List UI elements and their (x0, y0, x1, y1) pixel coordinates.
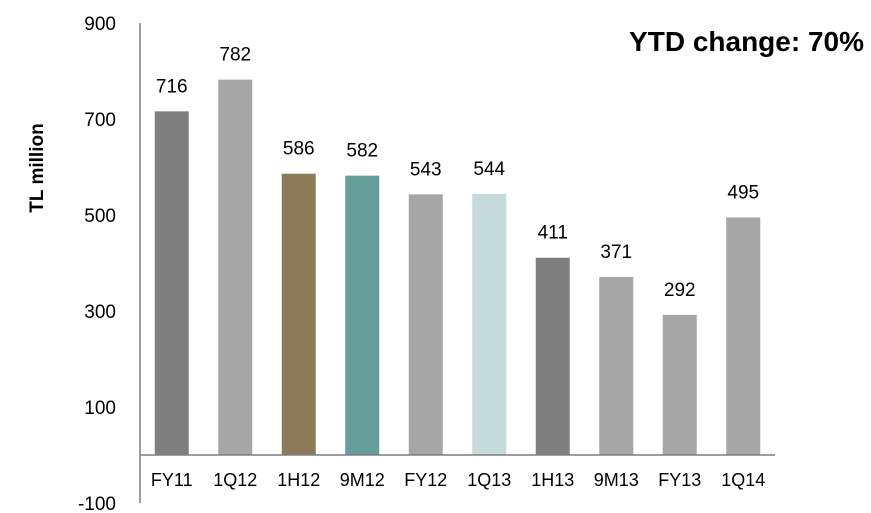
bar-fy12 (408, 194, 443, 456)
bar-1h13 (535, 257, 570, 455)
data-label: 782 (219, 45, 251, 66)
category-label: FY13 (658, 470, 701, 490)
category-label: 1Q14 (721, 470, 765, 490)
y-tick-label: 100 (84, 398, 116, 419)
y-axis-label: TL million (27, 123, 48, 212)
data-label: 716 (156, 76, 188, 97)
data-label: 544 (473, 159, 505, 180)
ytd-change-annotation: YTD change: 70% (629, 26, 864, 57)
data-label: 586 (283, 139, 315, 160)
category-label: FY11 (151, 470, 193, 490)
category-label: 9M12 (340, 470, 385, 490)
bar-9m12 (345, 175, 380, 455)
data-label: 495 (727, 182, 759, 203)
y-tick-label: -100 (78, 494, 116, 513)
bar-1q14 (726, 217, 761, 455)
data-label: 582 (346, 141, 378, 162)
y-tick-label: 500 (84, 206, 116, 227)
data-label: 543 (410, 159, 442, 180)
data-label: 371 (600, 242, 632, 263)
bars (154, 79, 761, 456)
y-tick-label: 900 (84, 14, 116, 35)
data-label: 411 (538, 223, 568, 244)
y-axis-ticks: 900 700 500 300 100 -100 (78, 14, 116, 513)
category-label: 1Q12 (213, 470, 257, 490)
axes (139, 23, 775, 503)
category-label: 1Q13 (467, 470, 511, 490)
category-label: 1H13 (531, 470, 574, 490)
data-label: 292 (664, 280, 696, 301)
category-label: 1H12 (277, 470, 320, 490)
bar-1q12 (218, 79, 253, 455)
x-axis-category-labels: FY11 1Q12 1H12 9M12 FY12 1Q13 1H13 9M13 FY13 1Q14 (151, 470, 765, 490)
y-tick-label: 300 (84, 302, 116, 323)
bar-fy13 (662, 314, 697, 455)
bar-9m13 (599, 276, 634, 455)
bar-fy11 (154, 111, 189, 455)
data-labels: 716 782 586 582 543 544 411 371 292 495 (156, 45, 759, 301)
category-label: 9M13 (594, 470, 639, 490)
category-label: FY12 (404, 470, 447, 490)
y-tick-label: 700 (84, 110, 116, 131)
bar-1h12 (281, 173, 316, 455)
bar-1q13 (472, 193, 507, 455)
